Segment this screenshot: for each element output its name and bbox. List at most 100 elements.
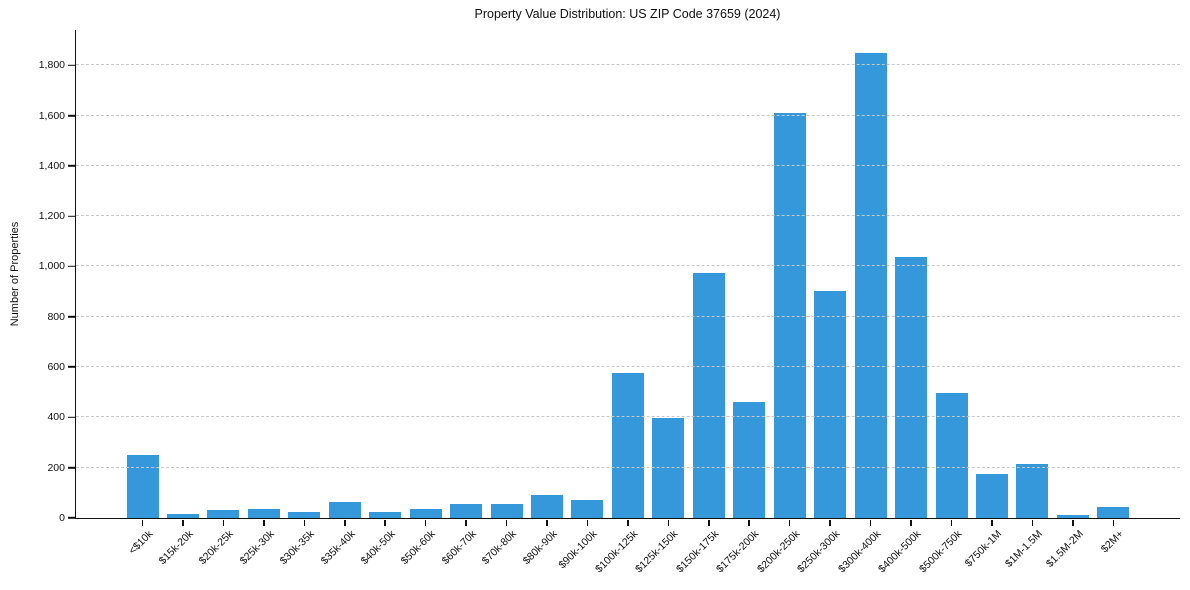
x-axis-tick bbox=[384, 519, 386, 527]
x-axis-tick-label: $80k-90k bbox=[520, 528, 560, 568]
plot-area: 0 200 400 600 800 1,000 1,200 1,400 1,600 1,800 <$… bbox=[39, 30, 1180, 575]
x-axis-tick bbox=[910, 519, 912, 527]
x-axis-tick-label: $2M+ bbox=[1098, 528, 1126, 556]
y-axis-tick-label: 800 bbox=[47, 310, 65, 323]
y-axis-tick-label: 0 bbox=[59, 512, 65, 524]
x-axis-tick-label: $25k-30k bbox=[237, 528, 277, 568]
x-axis-tick-label: $15k-20k bbox=[156, 528, 196, 568]
x-axis-tick bbox=[748, 519, 751, 527]
y-axis-tick bbox=[68, 165, 75, 167]
x-axis-tick-label: $100k-125k bbox=[593, 528, 641, 576]
y-axis-tick bbox=[68, 416, 75, 419]
x-axis-tick-label: $60k-70k bbox=[439, 528, 479, 568]
y-axis-tick bbox=[68, 64, 75, 67]
y-axis-tick bbox=[68, 517, 75, 519]
bar bbox=[369, 512, 402, 518]
bar bbox=[328, 502, 361, 518]
y-axis-tick-label: 1,000 bbox=[38, 260, 65, 273]
x-axis-tick bbox=[222, 519, 225, 527]
chart-title: Property Value Distribution: US ZIP Code… bbox=[474, 7, 781, 21]
x-axis-tick bbox=[141, 519, 144, 527]
y-axis-tick-label: 1,200 bbox=[38, 210, 65, 223]
gridline bbox=[76, 416, 1180, 418]
x-axis-tick-label: $400k-500k bbox=[876, 528, 924, 576]
y-axis-tick bbox=[68, 366, 75, 368]
bar bbox=[814, 290, 847, 518]
x-axis-tick bbox=[667, 519, 670, 527]
x-axis-tick-label: $35k-40k bbox=[318, 528, 358, 568]
gridline bbox=[76, 164, 1180, 166]
bar bbox=[895, 256, 928, 518]
gridline bbox=[76, 114, 1180, 116]
x-axis-tick-label: $300k-400k bbox=[835, 528, 884, 576]
x-axis-tick-label: $250k-300k bbox=[795, 528, 843, 576]
bar bbox=[692, 272, 725, 518]
bar bbox=[571, 500, 604, 518]
x-axis-tick-label: $50k-60k bbox=[399, 528, 439, 568]
y-axis-tick bbox=[68, 114, 75, 117]
x-axis-tick bbox=[586, 519, 589, 527]
x-axis-tick bbox=[1031, 519, 1034, 527]
x-axis-tick-label: $175k-200k bbox=[714, 528, 762, 576]
bar bbox=[247, 509, 280, 518]
bar bbox=[611, 373, 644, 518]
bar bbox=[450, 504, 483, 518]
y-axis-tick-label: 1,400 bbox=[38, 159, 65, 172]
x-axis-tick bbox=[1072, 519, 1074, 527]
x-axis-tick bbox=[788, 519, 791, 527]
x-axis-tick-label: $70k-80k bbox=[480, 528, 520, 568]
bar bbox=[409, 509, 442, 518]
x-axis-tick bbox=[546, 519, 548, 527]
y-axis-tick bbox=[68, 315, 75, 318]
bar bbox=[652, 417, 685, 518]
x-axis-tick bbox=[991, 519, 993, 527]
bar bbox=[1016, 463, 1049, 518]
x-axis-tick-label: $150k-175k bbox=[674, 528, 722, 576]
gridline bbox=[76, 215, 1180, 217]
bar bbox=[854, 53, 887, 518]
x-axis-tick bbox=[182, 519, 184, 527]
x-axis-tick bbox=[627, 519, 629, 527]
x-axis-tick-label: $500k-750k bbox=[916, 528, 964, 576]
x-axis-tick-label: $30k-35k bbox=[277, 528, 317, 568]
x-axis-tick bbox=[424, 519, 427, 527]
bar bbox=[288, 512, 321, 518]
y-axis-title: Number of Properties bbox=[9, 221, 21, 327]
bar bbox=[531, 494, 563, 518]
x-axis-tick bbox=[343, 519, 346, 527]
bar bbox=[975, 473, 1008, 518]
x-axis-tick-label: <$10k bbox=[126, 528, 155, 557]
bar bbox=[773, 113, 806, 518]
x-axis-tick-label: $1M-1.5M bbox=[1002, 528, 1045, 570]
x-axis-tick bbox=[1112, 519, 1115, 527]
bar bbox=[935, 392, 968, 518]
y-axis-tick-label: 1,800 bbox=[38, 59, 65, 72]
x-axis-tick bbox=[829, 519, 831, 527]
bar bbox=[733, 401, 766, 518]
bar bbox=[126, 454, 159, 518]
bar bbox=[490, 503, 523, 518]
x-axis-tick-label: $200k-250k bbox=[754, 528, 803, 576]
bar bbox=[166, 514, 199, 518]
gridline bbox=[76, 315, 1180, 317]
x-axis-tick bbox=[303, 519, 306, 527]
y-axis-tick-label: 600 bbox=[47, 361, 65, 374]
gridline bbox=[76, 466, 1180, 468]
x-axis-tick bbox=[869, 519, 872, 527]
gridline bbox=[76, 265, 1180, 267]
gridline bbox=[76, 366, 1180, 368]
x-axis-tick-label: $750k-1M bbox=[962, 528, 1005, 570]
bar bbox=[1097, 507, 1130, 518]
x-axis-tick bbox=[708, 519, 710, 527]
x-axis-tick-label: $1.5M-2M bbox=[1043, 528, 1086, 570]
y-axis-tick bbox=[68, 215, 75, 217]
y-axis-tick bbox=[68, 466, 75, 469]
bar bbox=[1056, 514, 1089, 518]
x-axis-tick-label: $125k-150k bbox=[633, 528, 681, 576]
y-axis-tick-label: 400 bbox=[47, 411, 65, 424]
gridline bbox=[76, 64, 1180, 66]
y-axis-tick-label: 200 bbox=[47, 461, 65, 474]
x-axis-tick bbox=[950, 519, 953, 527]
x-axis-tick bbox=[465, 519, 467, 527]
